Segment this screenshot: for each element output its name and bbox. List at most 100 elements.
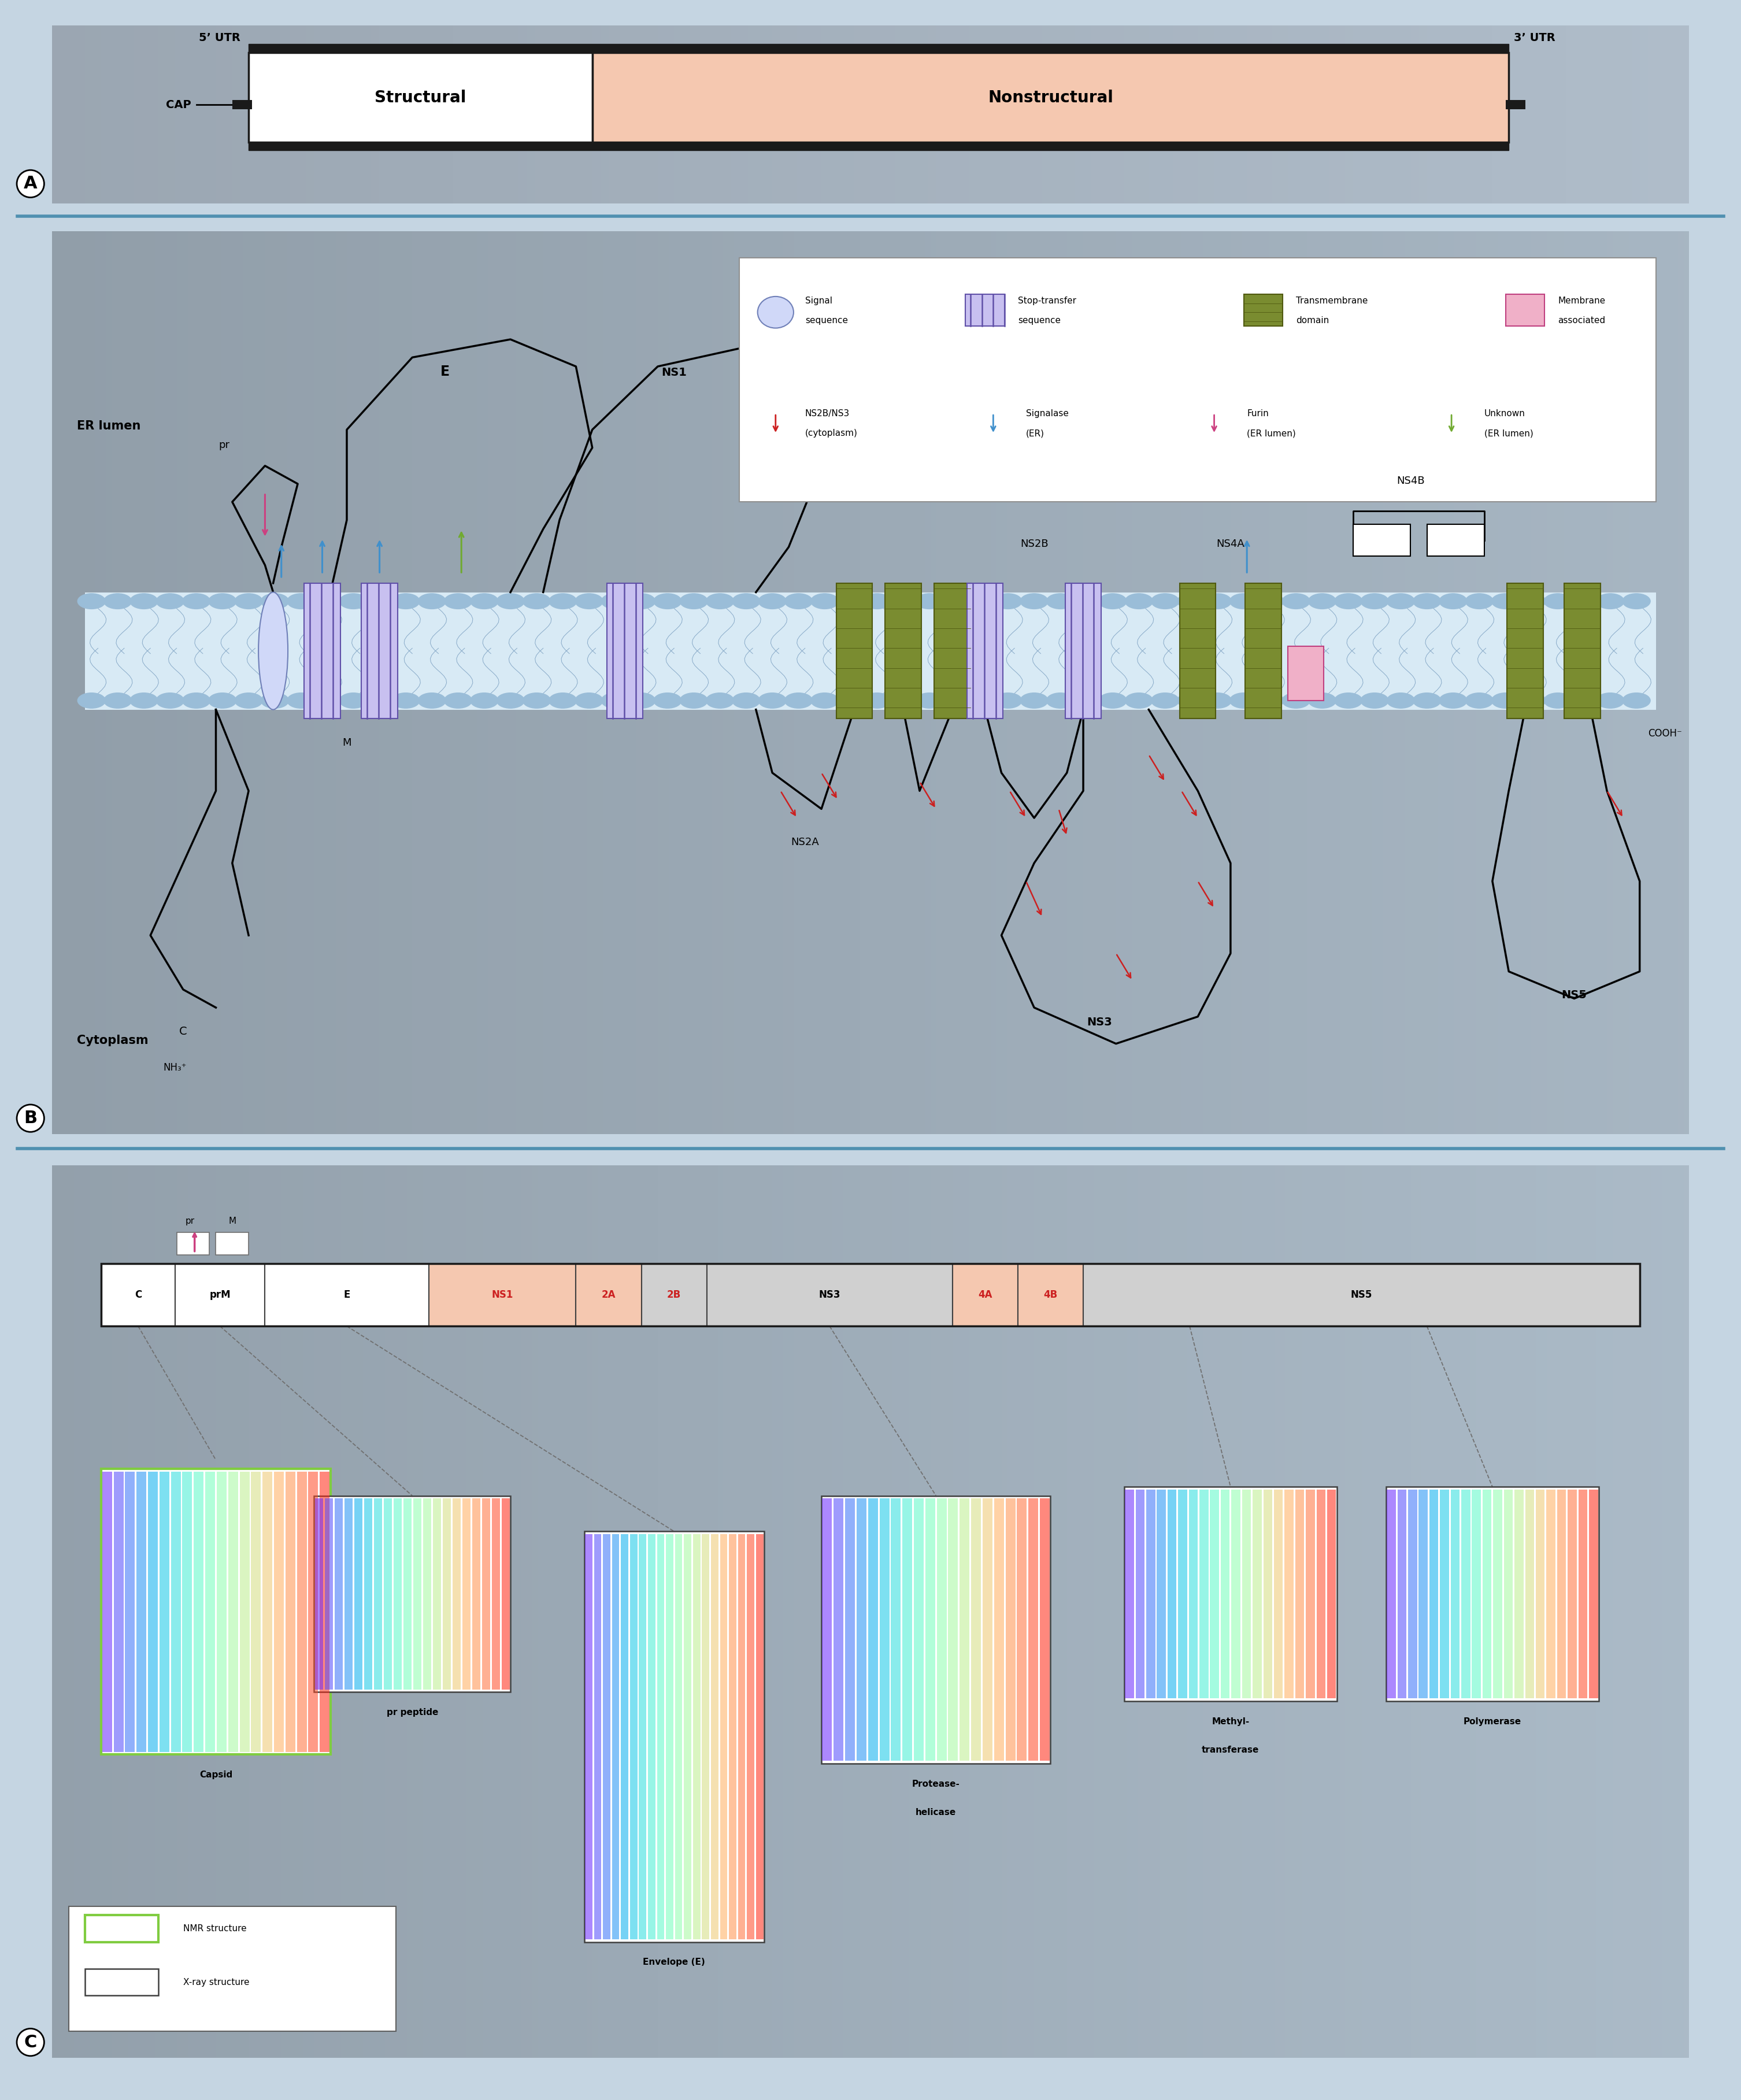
Circle shape xyxy=(1492,693,1520,708)
Bar xyxy=(491,1499,500,1688)
Bar xyxy=(702,1535,709,1938)
Text: (cytoplasm): (cytoplasm) xyxy=(804,428,858,437)
Bar xyxy=(684,1535,691,1938)
Circle shape xyxy=(1544,693,1572,708)
Bar xyxy=(747,1535,754,1938)
Circle shape xyxy=(548,693,576,708)
Text: pr: pr xyxy=(219,439,230,449)
Circle shape xyxy=(1072,693,1100,708)
Bar xyxy=(472,1499,481,1688)
Bar xyxy=(364,1499,373,1688)
Text: helicase: helicase xyxy=(916,1808,956,1817)
Circle shape xyxy=(1623,693,1650,708)
Circle shape xyxy=(183,693,211,708)
Circle shape xyxy=(1281,693,1309,708)
Circle shape xyxy=(131,693,158,708)
Bar xyxy=(216,1472,226,1751)
Bar xyxy=(1419,1489,1428,1699)
Circle shape xyxy=(157,693,185,708)
Circle shape xyxy=(837,594,865,609)
Bar xyxy=(1483,1489,1492,1699)
Circle shape xyxy=(1518,693,1546,708)
Bar xyxy=(1018,1264,1083,1327)
Bar xyxy=(729,1535,736,1938)
Bar xyxy=(453,1499,461,1688)
Circle shape xyxy=(522,594,550,609)
Bar xyxy=(1327,1489,1335,1699)
Bar xyxy=(576,1264,641,1327)
Bar xyxy=(101,1470,331,1756)
Text: E: E xyxy=(343,1289,350,1300)
Bar xyxy=(1210,1489,1219,1699)
Circle shape xyxy=(1361,693,1389,708)
Bar xyxy=(656,1535,665,1938)
Bar xyxy=(383,1499,392,1688)
Bar xyxy=(1180,584,1215,718)
Text: NMR structure: NMR structure xyxy=(183,1924,247,1932)
Circle shape xyxy=(287,594,315,609)
Bar xyxy=(249,143,1509,151)
Bar xyxy=(937,1499,947,1760)
Bar xyxy=(721,1535,728,1938)
Bar xyxy=(101,1264,1640,1327)
Bar xyxy=(693,1535,700,1938)
Bar xyxy=(707,1264,952,1327)
Text: Transmembrane: Transmembrane xyxy=(1295,296,1368,304)
Circle shape xyxy=(366,693,393,708)
Circle shape xyxy=(837,693,865,708)
Circle shape xyxy=(104,693,132,708)
Ellipse shape xyxy=(258,592,287,710)
Text: Envelope (E): Envelope (E) xyxy=(642,1957,705,1968)
Circle shape xyxy=(104,594,132,609)
Circle shape xyxy=(994,594,1022,609)
Bar xyxy=(1285,1489,1294,1699)
Bar xyxy=(103,1472,111,1751)
Text: 4B: 4B xyxy=(1043,1289,1057,1300)
Bar xyxy=(1125,1489,1133,1699)
Bar xyxy=(857,1499,867,1760)
Bar xyxy=(966,294,1005,326)
Circle shape xyxy=(392,693,420,708)
Circle shape xyxy=(1596,693,1624,708)
Circle shape xyxy=(366,594,393,609)
Circle shape xyxy=(470,693,498,708)
Circle shape xyxy=(548,594,576,609)
Bar xyxy=(251,1472,261,1751)
Bar xyxy=(583,1531,764,1943)
Bar xyxy=(313,1495,510,1693)
Circle shape xyxy=(811,693,839,708)
Bar xyxy=(1179,1489,1187,1699)
Text: C: C xyxy=(179,1027,186,1037)
Text: M: M xyxy=(343,737,352,748)
Circle shape xyxy=(1623,594,1650,609)
Circle shape xyxy=(78,594,106,609)
Circle shape xyxy=(1281,594,1309,609)
Bar xyxy=(641,1264,707,1327)
Circle shape xyxy=(890,693,918,708)
Bar xyxy=(710,1535,719,1938)
Text: (ER lumen): (ER lumen) xyxy=(1247,428,1295,437)
Bar xyxy=(1353,525,1410,556)
Text: ER lumen: ER lumen xyxy=(77,420,141,433)
Circle shape xyxy=(601,594,629,609)
Bar xyxy=(240,1472,249,1751)
Circle shape xyxy=(444,693,472,708)
Circle shape xyxy=(131,594,158,609)
Bar xyxy=(1231,1489,1240,1699)
Circle shape xyxy=(785,693,813,708)
Circle shape xyxy=(183,594,211,609)
Bar xyxy=(193,1472,204,1751)
Bar xyxy=(1440,1489,1449,1699)
Bar xyxy=(85,1915,158,1943)
Circle shape xyxy=(1020,693,1048,708)
Circle shape xyxy=(1570,594,1598,609)
Text: NS3: NS3 xyxy=(818,1289,841,1300)
Bar xyxy=(1388,1489,1396,1699)
Bar xyxy=(648,1535,655,1938)
Bar xyxy=(160,1472,169,1751)
Bar xyxy=(1200,1489,1208,1699)
Bar xyxy=(756,1535,763,1938)
Circle shape xyxy=(653,594,681,609)
Bar xyxy=(1546,1489,1555,1699)
Bar xyxy=(298,1472,306,1751)
